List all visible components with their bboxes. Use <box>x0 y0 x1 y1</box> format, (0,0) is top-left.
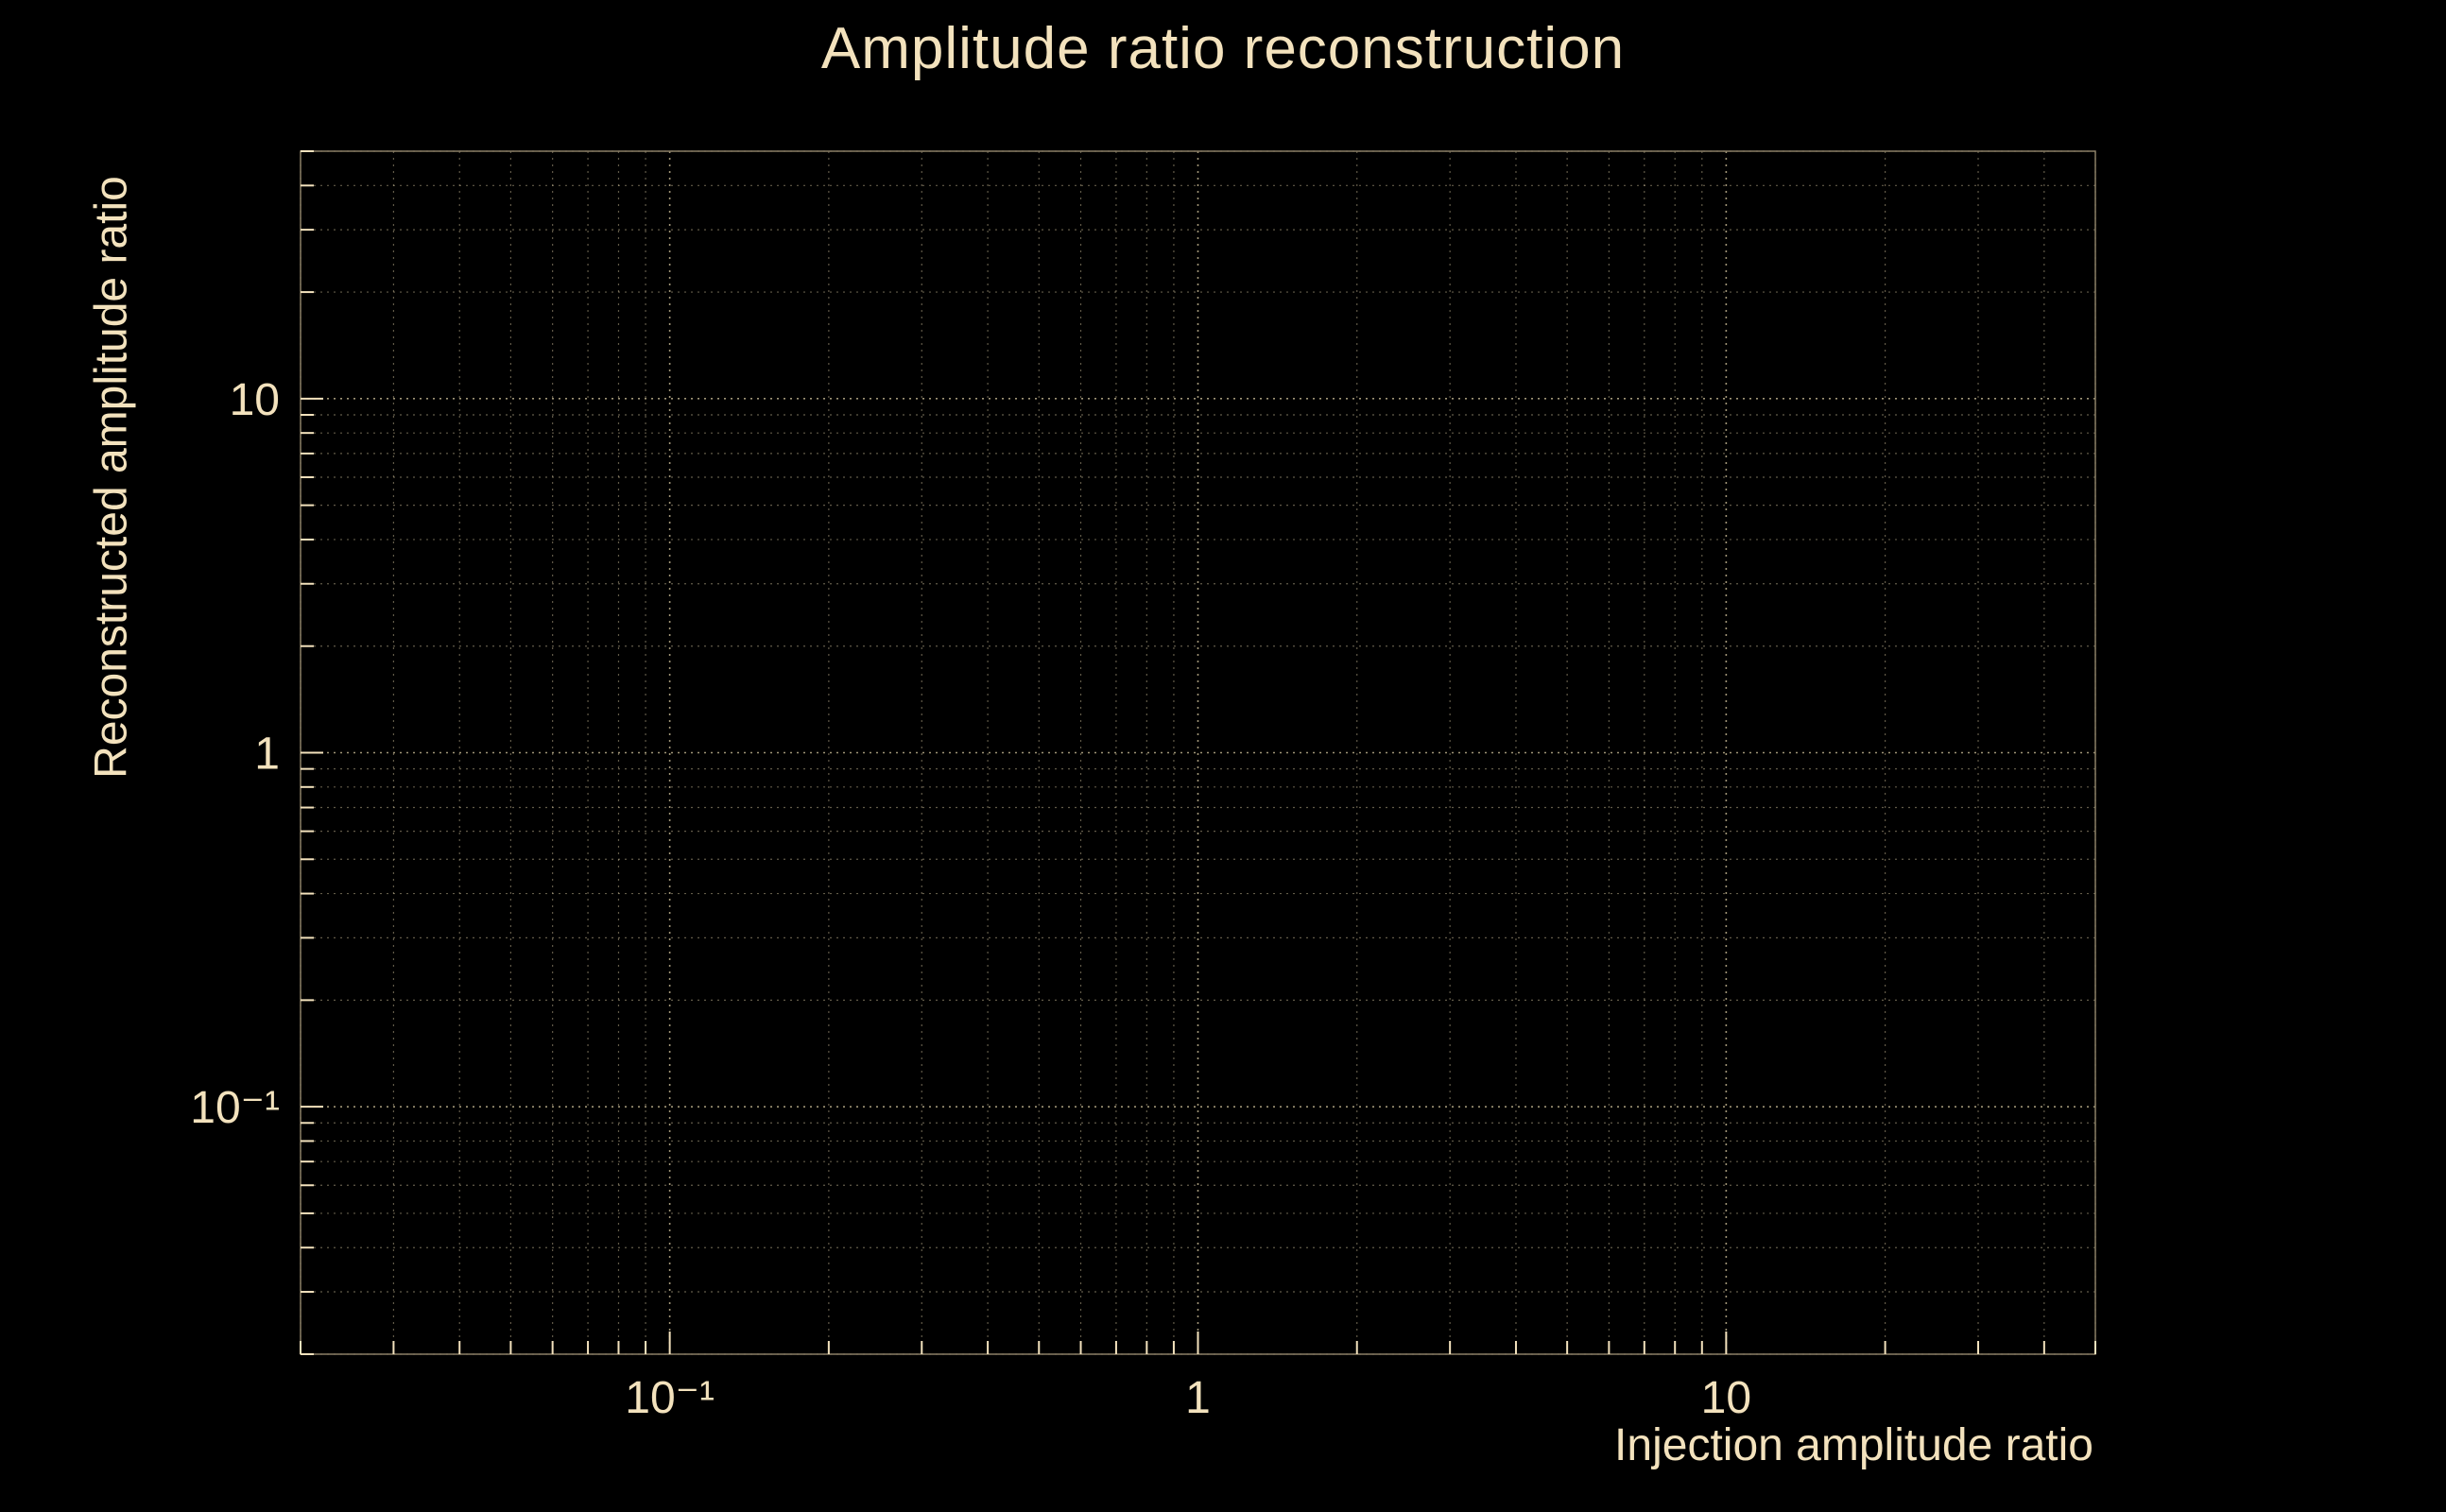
chart-title: Amplitude ratio reconstruction <box>820 16 1626 81</box>
x-tick-label: 1 <box>1185 1373 1211 1423</box>
y-tick-label: 1 <box>254 730 280 780</box>
x-axis-label: Injection amplitude ratio <box>1614 1420 2093 1470</box>
x-tick-label: 10 <box>1701 1373 1751 1423</box>
y-tick-label: 10 <box>230 375 280 425</box>
y-tick-label: 10⁻¹ <box>190 1083 280 1133</box>
x-tick-label: 10⁻¹ <box>625 1373 715 1423</box>
